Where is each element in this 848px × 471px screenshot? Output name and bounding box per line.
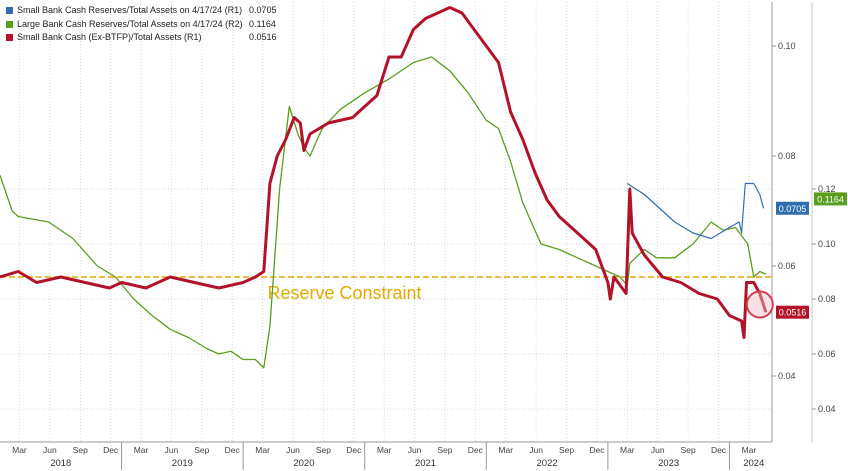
x-tick-month-4: Mar [134, 445, 149, 455]
end-label-box-2 [776, 305, 809, 319]
x-tick-month-3: Dec [103, 445, 119, 455]
x-tick-month-22: Sep [681, 445, 696, 455]
series-lines [0, 6, 768, 369]
axis-r2: 0.04 0.06 0.08 0.10 0.12 [811, 2, 836, 442]
legend-row-small-bank: Small Bank Cash Reserves/Total Assets on… [6, 4, 277, 18]
legend-value-large-bank: 0.1164 [249, 18, 276, 29]
x-tick-month-2: Sep [73, 445, 88, 455]
end-label-text-1: 0.0705 [779, 204, 807, 214]
x-tick-year-1: 2019 [172, 458, 193, 469]
x-tick-year-0: 2018 [50, 458, 71, 469]
end-label-box-1 [776, 201, 809, 215]
x-tick-month-20: Mar [620, 445, 635, 455]
end-label-text-0: 0.1164 [817, 194, 844, 204]
x-tick-month-9: Jun [286, 445, 300, 455]
r1-tick-label-1: 0.06 [778, 261, 796, 271]
x-tick-month-6: Sep [194, 445, 209, 455]
reserve-constraint-label: Reserve Constraint [267, 283, 421, 303]
x-tick-month-11: Dec [346, 445, 362, 455]
grid [0, 2, 772, 442]
x-tick-month-13: Jun [408, 445, 422, 455]
series-line-0 [0, 56, 767, 369]
legend-label-small-bank: Small Bank Cash Reserves/Total Assets on… [17, 5, 243, 15]
x-tick-month-18: Sep [559, 445, 574, 455]
legend-swatch-large-bank [6, 20, 13, 28]
x-tick-month-5: Jun [165, 445, 179, 455]
x-tick-month-19: Dec [589, 445, 605, 455]
r2-tick-label-4: 0.12 [818, 184, 836, 194]
highlight [745, 290, 774, 319]
plot-frame [0, 2, 773, 443]
end-labels: 0.1164 0.0705 0.0516 [776, 192, 847, 319]
end-label-box-0 [814, 192, 847, 206]
highlight-circle [745, 290, 774, 319]
series-line-1 [626, 182, 765, 240]
legend-row-ex-btfp: Small Bank Cash (Ex-BTFP)/Total Assets (… [6, 31, 277, 45]
r2-tick-label-3: 0.10 [818, 239, 836, 249]
x-tick-month-1: Jun [43, 445, 57, 455]
x-tick-year-2: 2020 [293, 458, 314, 469]
legend-swatch-small-bank [6, 7, 13, 15]
legend-label-ex-btfp: Small Bank Cash (Ex-BTFP)/Total Assets (… [17, 32, 202, 42]
legend-value-ex-btfp: 0.0516 [249, 32, 277, 42]
r1-tick-label-2: 0.08 [778, 151, 796, 161]
r1-tick-label-3: 0.10 [778, 41, 796, 51]
x-tick-year-5: 2023 [658, 458, 679, 469]
x-tick-month-17: Jun [529, 445, 543, 455]
x-tick-month-10: Sep [316, 445, 331, 455]
reserve-constraint: Reserve Constraint [0, 276, 772, 303]
r2-tick-label-0: 0.04 [818, 404, 836, 414]
x-tick-month-15: Dec [468, 445, 484, 455]
r1-tick-label-0: 0.04 [778, 371, 796, 381]
x-tick-year-3: 2021 [415, 458, 436, 469]
legend-value-small-bank: 0.0705 [249, 5, 277, 15]
x-tick-year-4: 2022 [537, 458, 558, 469]
x-tick-month-23: Dec [711, 445, 727, 455]
end-label-text-2: 0.0516 [779, 308, 807, 318]
x-axis: Mar Jun Sep Dec Mar Jun Sep Dec Mar Jun Sep Dec Mar J… [12, 442, 764, 470]
legend-label-large-bank: Large Bank Cash Reserves/Total Assets on… [17, 18, 243, 29]
x-tick-month-21: Jun [651, 445, 665, 455]
x-tick-month-7: Dec [225, 445, 241, 455]
x-tick-month-12: Mar [377, 445, 392, 455]
x-tick-month-24: Mar [742, 445, 757, 455]
legend: Small Bank Cash Reserves/Total Assets on… [6, 4, 277, 45]
legend-swatch-ex-btfp [6, 34, 13, 42]
x-tick-year-6: 2024 [743, 458, 764, 469]
r2-tick-label-2: 0.08 [818, 294, 836, 304]
x-tick-month-16: Mar [498, 445, 513, 455]
legend-row-large-bank: Large Bank Cash Reserves/Total Assets on… [6, 18, 277, 32]
x-tick-month-14: Sep [437, 445, 452, 455]
axis-r1: 0.04 0.06 0.08 0.10 [772, 41, 796, 381]
x-tick-month-8: Mar [255, 445, 270, 455]
r2-tick-label-1: 0.06 [818, 349, 836, 359]
x-tick-month-0: Mar [12, 445, 27, 455]
series-line-2 [0, 6, 768, 339]
